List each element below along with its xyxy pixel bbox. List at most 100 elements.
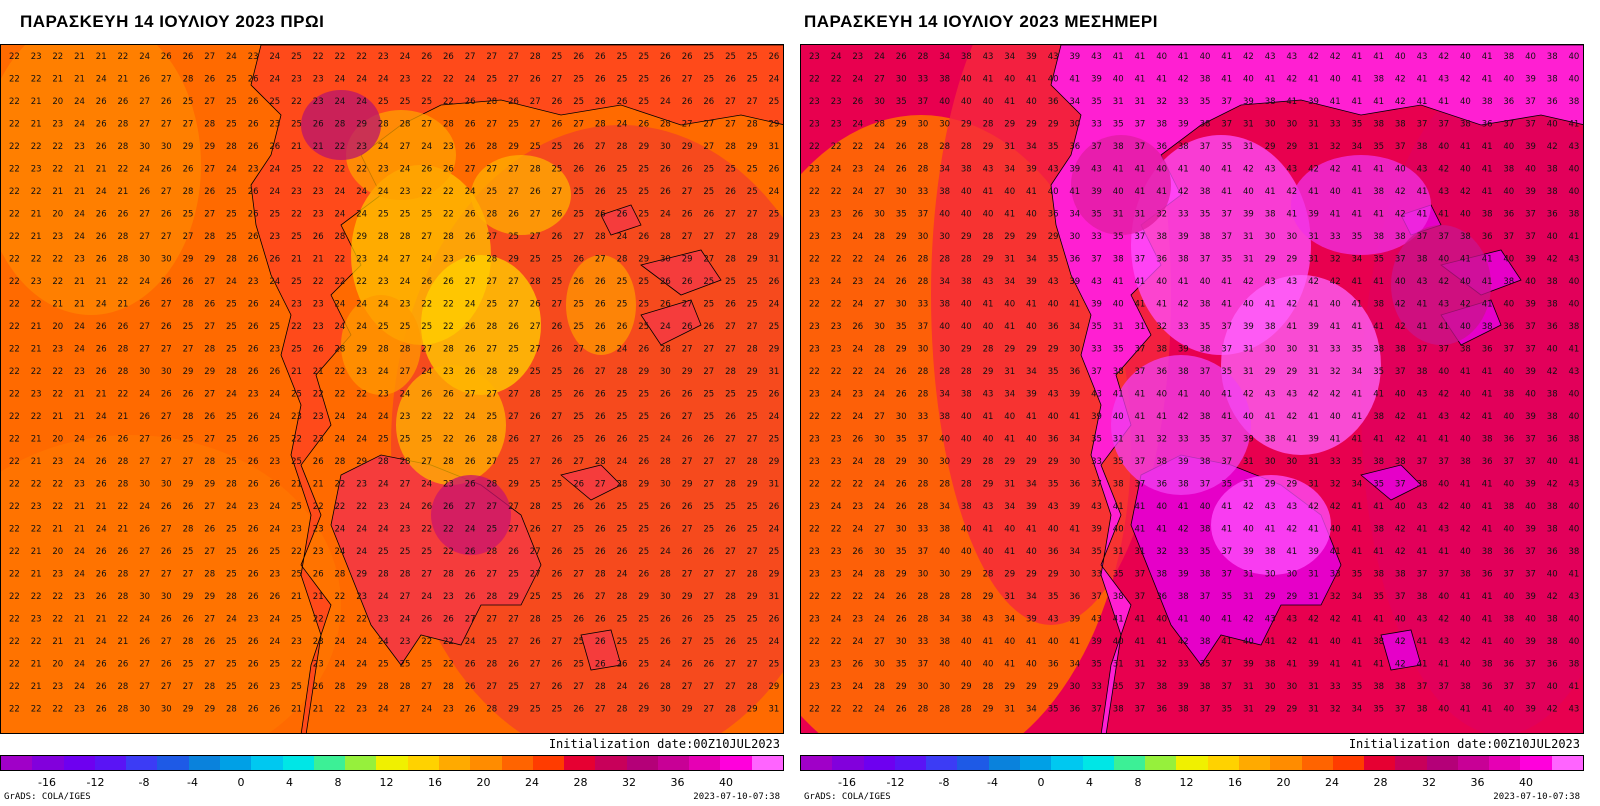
grid-value-label: 23 xyxy=(269,232,280,242)
grid-value-label: 34 xyxy=(939,390,950,400)
grid-value-label: 24 xyxy=(139,277,150,287)
grid-value-label: 28 xyxy=(918,367,929,377)
grid-value-label: 26 xyxy=(96,367,107,377)
grid-value-label: 30 xyxy=(939,457,950,467)
grid-value-label: 41 xyxy=(1460,480,1471,490)
grid-value-label: 40 xyxy=(1330,75,1341,85)
noon-temperature-map[interactable]: 23 24 23 24 26 28 34 38 43 34 39 43 39 43 41 41 40 41 40 41… xyxy=(800,44,1584,734)
grid-value-label: 41 xyxy=(1417,300,1428,310)
grid-value-label: 35 xyxy=(1113,682,1124,692)
grid-value-label: 31 xyxy=(1004,480,1015,490)
grid-value-label: 21 xyxy=(74,277,85,287)
grid-value-label: 22 xyxy=(443,97,454,107)
grid-value-label: 22 xyxy=(9,345,20,355)
grid-value-label: 24 xyxy=(96,187,107,197)
grid-value-label: 28 xyxy=(918,52,929,62)
grid-value-label: 41 xyxy=(1569,345,1580,355)
grid-value-label: 26 xyxy=(896,615,907,625)
grid-value-label: 41 xyxy=(1460,367,1471,377)
grid-value-label: 22 xyxy=(9,660,20,670)
grid-value-label: 24 xyxy=(852,120,863,130)
grid-value-label: 38 xyxy=(1113,480,1124,490)
grid-value-label: 39 xyxy=(1243,547,1254,557)
grid-value-label: 37 xyxy=(1221,457,1232,467)
grid-value-label: 34 xyxy=(1352,592,1363,602)
grid-value-label: 26 xyxy=(595,75,606,85)
grid-value-label: 24 xyxy=(74,120,85,130)
grid-value-label: 21 xyxy=(96,390,107,400)
grid-value-label: 41 xyxy=(1438,435,1449,445)
grid-value-label: 40 xyxy=(1503,300,1514,310)
grid-value-label: 23 xyxy=(313,637,324,647)
grid-value-label: 21 xyxy=(74,502,85,512)
grid-value-label: 22 xyxy=(31,412,42,422)
grid-value-label: 30 xyxy=(1286,345,1297,355)
grid-value-label: 26 xyxy=(465,120,476,130)
grid-value-label: 35 xyxy=(1221,255,1232,265)
colorbar-tick-label: 28 xyxy=(573,776,588,789)
grid-value-label: 23 xyxy=(809,97,820,107)
grid-value-label: 24 xyxy=(400,165,411,175)
grid-value-label: 25 xyxy=(617,412,628,422)
grid-value-label: 22 xyxy=(831,412,842,422)
grid-value-label: 22 xyxy=(809,142,820,152)
grid-value-label: 41 xyxy=(1265,637,1276,647)
grid-value-label: 40 xyxy=(1243,300,1254,310)
grid-value-label: 26 xyxy=(638,345,649,355)
grid-value-label: 22 xyxy=(52,165,63,175)
grid-value-label: 29 xyxy=(682,255,693,265)
grid-value-label: 28 xyxy=(874,345,885,355)
grid-value-label: 38 xyxy=(1200,232,1211,242)
grid-value-label: 25 xyxy=(617,165,628,175)
grid-value-label: 26 xyxy=(896,705,907,715)
grid-value-label: 42 xyxy=(1547,367,1558,377)
grid-value-label: 31 xyxy=(1243,480,1254,490)
grid-value-label: 28 xyxy=(204,570,215,580)
grid-value-label: 25 xyxy=(552,592,563,602)
grid-value-label: 29 xyxy=(356,570,367,580)
grid-value-label: 37 xyxy=(1503,682,1514,692)
grid-value-label: 25 xyxy=(291,120,302,130)
grid-value-label: 40 xyxy=(939,660,950,670)
grid-value-label: 24 xyxy=(226,390,237,400)
grid-value-label: 36 xyxy=(1547,322,1558,332)
grid-value-label: 41 xyxy=(1482,367,1493,377)
grid-value-label: 34 xyxy=(1069,210,1080,220)
colorbar-swatch xyxy=(188,756,220,770)
grid-value-label: 28 xyxy=(226,705,237,715)
grid-value-label: 29 xyxy=(961,232,972,242)
grid-value-label: 22 xyxy=(52,592,63,602)
grid-value-label: 22 xyxy=(9,75,20,85)
grid-value-label: 38 xyxy=(1503,615,1514,625)
grid-value-label: 24 xyxy=(400,277,411,287)
grid-value-label: 25 xyxy=(573,187,584,197)
grid-value-label: 26 xyxy=(530,300,541,310)
grid-value-label: 21 xyxy=(118,75,129,85)
grid-value-label: 26 xyxy=(660,277,671,287)
grid-value-label: 29 xyxy=(896,570,907,580)
grid-value-label: 28 xyxy=(918,592,929,602)
grid-value-label: 38 xyxy=(1265,660,1276,670)
grid-value-label: 25 xyxy=(703,615,714,625)
grid-value-label: 23 xyxy=(809,660,820,670)
grid-value-label: 24 xyxy=(874,52,885,62)
morning-temperature-map[interactable]: 22 23 22 21 21 22 24 26 26 27 24 23 24 25 22 22 22 23 24 26… xyxy=(0,44,784,734)
grid-value-label: 43 xyxy=(983,52,994,62)
island-outline xyxy=(560,464,622,501)
grid-value-label: 40 xyxy=(1113,187,1124,197)
grid-value-label: 40 xyxy=(983,660,994,670)
grid-value-label: 22 xyxy=(31,592,42,602)
grid-value-label: 25 xyxy=(291,502,302,512)
grid-value-label: 23 xyxy=(809,547,820,557)
grid-value-label: 24 xyxy=(831,390,842,400)
grid-value-label: 30 xyxy=(896,300,907,310)
grid-value-label: 23 xyxy=(400,637,411,647)
grid-value-label: 24 xyxy=(269,187,280,197)
grid-value-label: 24 xyxy=(74,97,85,107)
grid-value-label: 28 xyxy=(617,592,628,602)
grid-value-label: 22 xyxy=(852,255,863,265)
grid-value-label: 26 xyxy=(896,390,907,400)
grid-value-label: 22 xyxy=(291,322,302,332)
grid-value-label: 21 xyxy=(118,187,129,197)
colorbar-tick-label: 32 xyxy=(622,776,636,789)
